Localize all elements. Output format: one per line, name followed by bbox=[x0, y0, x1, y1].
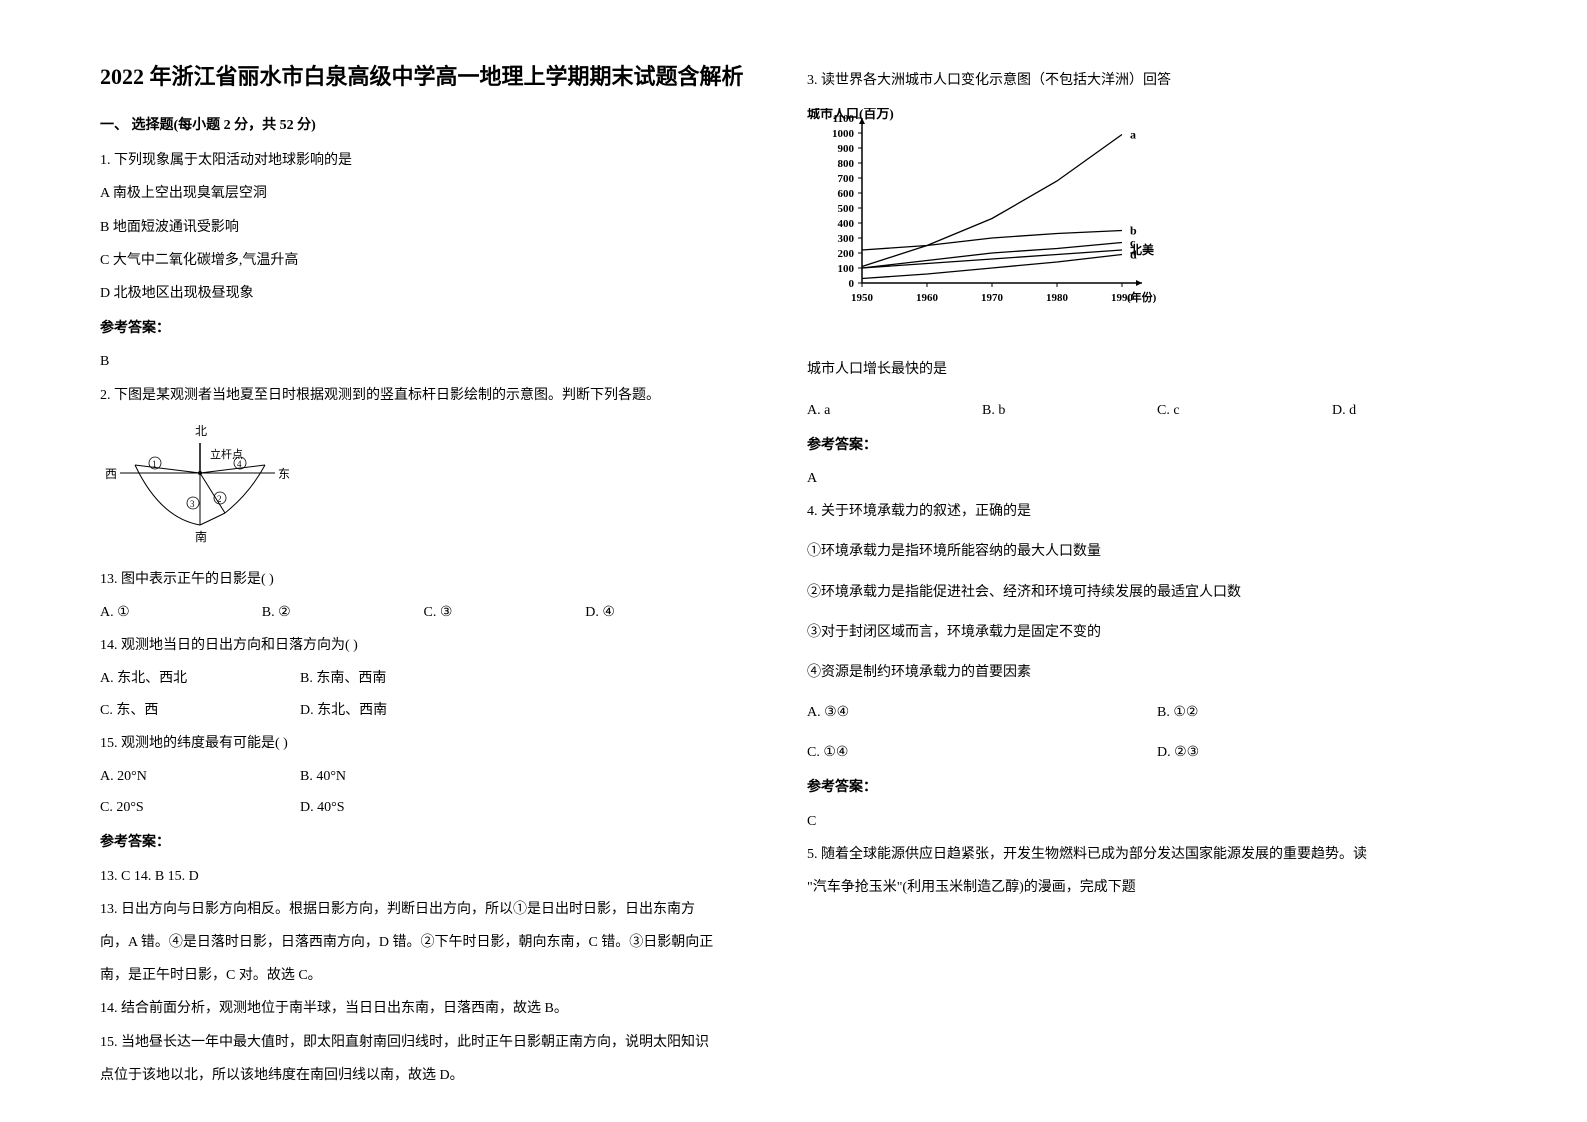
svg-text:500: 500 bbox=[838, 203, 855, 215]
opt-d: D. 东北、西南 bbox=[300, 698, 500, 723]
population-chart-svg: 城市人口(百万)01002003004005006007008009001000… bbox=[807, 108, 1187, 328]
q3-sub: 城市人口增长最快的是 bbox=[807, 357, 1507, 382]
q2-exp2: 向，A 错。④是日落时日影，日落西南方向，D 错。②下午时日影，朝向东南，C 错… bbox=[100, 930, 747, 955]
south-label: 南 bbox=[195, 529, 207, 543]
q5-text2: "汽车争抢玉米"(利用玉米制造乙醇)的漫画，完成下题 bbox=[807, 875, 1507, 900]
right-column: 3. 读世界各大洲城市人口变化示意图（不包括大洋洲）回答 城市人口(百万)010… bbox=[807, 60, 1507, 1096]
opt-c: C. ①④ bbox=[807, 740, 1157, 765]
q4-s2: ②环境承载力是指能促进社会、经济和环境可持续发展的最适宜人口数 bbox=[807, 580, 1507, 605]
exam-title: 2022 年浙江省丽水市白泉高级中学高一地理上学期期末试题含解析 bbox=[100, 60, 747, 93]
shadow-diagram-svg: 北 南 东 西 立杆点 1 2 bbox=[100, 423, 300, 543]
svg-text:1: 1 bbox=[152, 459, 157, 469]
opt-d: D. ④ bbox=[585, 600, 747, 625]
q2-sub15-opts-2: C. 20°S D. 40°S bbox=[100, 795, 747, 820]
q2-exp6: 点位于该地以北，所以该地纬度在南回归线以南，故选 D。 bbox=[100, 1063, 747, 1088]
opt-a: A. ① bbox=[100, 600, 262, 625]
svg-text:100: 100 bbox=[838, 263, 855, 275]
opt-b: B. ①② bbox=[1157, 700, 1507, 725]
opt-a: A. ③④ bbox=[807, 700, 1157, 725]
svg-text:900: 900 bbox=[838, 143, 855, 155]
west-label: 西 bbox=[105, 467, 117, 481]
q4-text: 4. 关于环境承载力的叙述，正确的是 bbox=[807, 499, 1507, 524]
q1-opt-b: B 地面短波通讯受影响 bbox=[100, 215, 747, 240]
east-label: 东 bbox=[278, 467, 290, 481]
svg-text:300: 300 bbox=[838, 233, 855, 245]
q1-text: 1. 下列现象属于太阳活动对地球影响的是 bbox=[100, 148, 747, 173]
q4-s4: ④资源是制约环境承载力的首要因素 bbox=[807, 660, 1507, 685]
north-label: 北 bbox=[195, 424, 207, 438]
q2-exp3: 南，是正午时日影，C 对。故选 C。 bbox=[100, 963, 747, 988]
opt-c: C. 东、西 bbox=[100, 698, 300, 723]
q3-opts: A. a B. b C. c D. d bbox=[807, 398, 1507, 423]
svg-text:1980: 1980 bbox=[1046, 292, 1069, 304]
page-container: 2022 年浙江省丽水市白泉高级中学高一地理上学期期末试题含解析 一、 选择题(… bbox=[100, 60, 1507, 1096]
opt-b: B. 东南、西南 bbox=[300, 666, 500, 691]
opt-d: D. d bbox=[1332, 398, 1507, 423]
opt-c: C. c bbox=[1157, 398, 1332, 423]
opt-a: A. 20°N bbox=[100, 764, 300, 789]
svg-text:0: 0 bbox=[849, 278, 855, 290]
q4-opts-2: C. ①④ D. ②③ bbox=[807, 740, 1507, 765]
svg-text:1100: 1100 bbox=[833, 113, 855, 125]
q3-text: 3. 读世界各大洲城市人口变化示意图（不包括大洋洲）回答 bbox=[807, 68, 1507, 93]
svg-text:d: d bbox=[1130, 248, 1137, 262]
q1-opt-a: A 南极上空出现臭氧层空洞 bbox=[100, 181, 747, 206]
q2-sub13: 13. 图中表示正午的日影是( ) bbox=[100, 567, 747, 592]
q2-exp1: 13. 日出方向与日影方向相反。根据日影方向，判断日出方向，所以①是日出时日影，… bbox=[100, 897, 747, 922]
svg-text:3: 3 bbox=[190, 499, 195, 509]
svg-text:1000: 1000 bbox=[832, 128, 855, 140]
svg-text:(年份): (年份) bbox=[1127, 290, 1157, 304]
q3-chart: 城市人口(百万)01002003004005006007008009001000… bbox=[807, 108, 1507, 337]
q2-answer: 13. C 14. B 15. D bbox=[100, 864, 747, 889]
opt-a: A. 东北、西北 bbox=[100, 666, 300, 691]
svg-text:600: 600 bbox=[838, 188, 855, 200]
q2-sub15-opts-1: A. 20°N B. 40°N bbox=[100, 764, 747, 789]
answer-label-4: 参考答案： bbox=[807, 775, 1507, 800]
opt-a: A. a bbox=[807, 398, 982, 423]
answer-label-3: 参考答案： bbox=[807, 433, 1507, 458]
opt-d: D. 40°S bbox=[300, 795, 500, 820]
svg-text:1960: 1960 bbox=[916, 292, 939, 304]
q2-exp5: 15. 当地昼长达一年中最大值时，即太阳直射南回归线时，此时正午日影朝正南方向，… bbox=[100, 1030, 747, 1055]
q2-sub15: 15. 观测地的纬度最有可能是( ) bbox=[100, 731, 747, 756]
opt-d: D. ②③ bbox=[1157, 740, 1507, 765]
q4-answer: C bbox=[807, 809, 1507, 834]
q3-answer: A bbox=[807, 466, 1507, 491]
section-header: 一、 选择题(每小题 2 分，共 52 分) bbox=[100, 113, 747, 138]
left-column: 2022 年浙江省丽水市白泉高级中学高一地理上学期期末试题含解析 一、 选择题(… bbox=[100, 60, 747, 1096]
svg-text:1950: 1950 bbox=[851, 292, 874, 304]
svg-text:400: 400 bbox=[838, 218, 855, 230]
opt-b: B. b bbox=[982, 398, 1157, 423]
svg-text:800: 800 bbox=[838, 158, 855, 170]
svg-text:2: 2 bbox=[217, 494, 222, 504]
q2-text: 2. 下图是某观测者当地夏至日时根据观测到的竖直标杆日影绘制的示意图。判断下列各… bbox=[100, 383, 747, 408]
q2-sub14: 14. 观测地当日的日出方向和日落方向为( ) bbox=[100, 633, 747, 658]
q2-diagram: 北 南 东 西 立杆点 1 2 bbox=[100, 423, 747, 552]
q2-exp4: 14. 结合前面分析，观测地位于南半球，当日日出东南，日落西南，故选 B。 bbox=[100, 996, 747, 1021]
q2-sub13-opts: A. ① B. ② C. ③ D. ④ bbox=[100, 600, 747, 625]
q2-sub14-opts-1: A. 东北、西北 B. 东南、西南 bbox=[100, 666, 747, 691]
answer-label-2: 参考答案： bbox=[100, 830, 747, 855]
svg-text:a: a bbox=[1130, 128, 1136, 142]
opt-b: B. 40°N bbox=[300, 764, 500, 789]
q4-s1: ①环境承载力是指环境所能容纳的最大人口数量 bbox=[807, 539, 1507, 564]
answer-label-1: 参考答案： bbox=[100, 316, 747, 341]
q1-answer: B bbox=[100, 349, 747, 374]
opt-c: C. 20°S bbox=[100, 795, 300, 820]
q5-text1: 5. 随着全球能源供应日趋紧张，开发生物燃料已成为部分发达国家能源发展的重要趋势… bbox=[807, 842, 1507, 867]
svg-text:1970: 1970 bbox=[981, 292, 1004, 304]
opt-b: B. ② bbox=[262, 600, 424, 625]
q4-opts-1: A. ③④ B. ①② bbox=[807, 700, 1507, 725]
svg-text:200: 200 bbox=[838, 248, 855, 260]
q4-s3: ③对于封闭区域而言，环境承载力是固定不变的 bbox=[807, 620, 1507, 645]
q2-sub14-opts-2: C. 东、西 D. 东北、西南 bbox=[100, 698, 747, 723]
svg-text:4: 4 bbox=[237, 459, 242, 469]
opt-c: C. ③ bbox=[424, 600, 586, 625]
q1-opt-d: D 北极地区出现极昼现象 bbox=[100, 281, 747, 306]
q1-opt-c: C 大气中二氧化碳增多,气温升高 bbox=[100, 248, 747, 273]
svg-text:700: 700 bbox=[838, 173, 855, 185]
